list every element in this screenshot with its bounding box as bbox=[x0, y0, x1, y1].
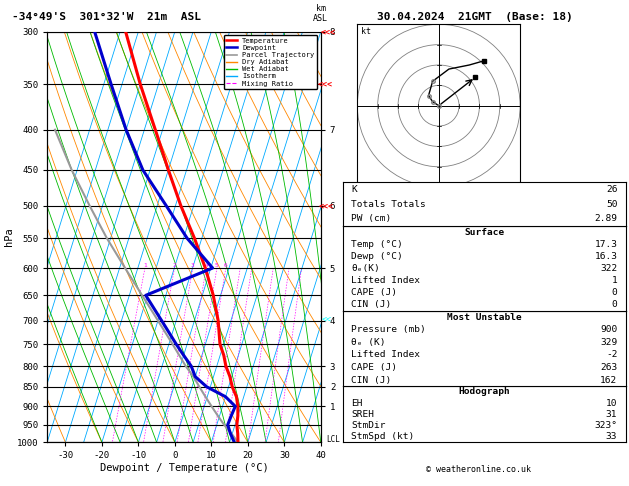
Text: PW (cm): PW (cm) bbox=[351, 214, 391, 223]
Text: Hodograph: Hodograph bbox=[459, 387, 510, 397]
Text: -34°49'S  301°32'W  21m  ASL: -34°49'S 301°32'W 21m ASL bbox=[13, 12, 201, 22]
Text: θₑ (K): θₑ (K) bbox=[351, 338, 386, 347]
Text: Pressure (mb): Pressure (mb) bbox=[351, 325, 426, 334]
Text: © weatheronline.co.uk: © weatheronline.co.uk bbox=[426, 465, 530, 474]
Text: CAPE (J): CAPE (J) bbox=[351, 363, 398, 372]
Text: 322: 322 bbox=[600, 264, 617, 273]
Text: SREH: SREH bbox=[351, 410, 374, 419]
Text: Lifted Index: Lifted Index bbox=[351, 350, 420, 360]
Text: 16.3: 16.3 bbox=[594, 252, 617, 261]
Text: θₑ(K): θₑ(K) bbox=[351, 264, 380, 273]
Text: 5: 5 bbox=[215, 263, 219, 268]
Text: 1: 1 bbox=[611, 276, 617, 285]
Text: CIN (J): CIN (J) bbox=[351, 300, 391, 310]
Text: K: K bbox=[351, 185, 357, 194]
Text: 2.89: 2.89 bbox=[594, 214, 617, 223]
Text: EH: EH bbox=[351, 399, 363, 408]
Text: 1: 1 bbox=[143, 263, 147, 268]
Text: CAPE (J): CAPE (J) bbox=[351, 288, 398, 297]
Text: 323°: 323° bbox=[594, 421, 617, 430]
Text: kt: kt bbox=[362, 28, 371, 36]
Text: CIN (J): CIN (J) bbox=[351, 376, 391, 384]
Text: 329: 329 bbox=[600, 338, 617, 347]
Text: 26: 26 bbox=[606, 185, 617, 194]
Text: 30.04.2024  21GMT  (Base: 18): 30.04.2024 21GMT (Base: 18) bbox=[377, 12, 573, 22]
Text: <<<: <<< bbox=[318, 80, 333, 88]
Text: <<: << bbox=[321, 316, 331, 325]
Text: 33: 33 bbox=[606, 432, 617, 441]
Text: LCL: LCL bbox=[326, 435, 340, 444]
Text: <<<: <<< bbox=[319, 201, 334, 210]
X-axis label: Dewpoint / Temperature (°C): Dewpoint / Temperature (°C) bbox=[99, 463, 269, 473]
Text: <<<: <<< bbox=[321, 27, 336, 36]
Text: Surface: Surface bbox=[464, 227, 504, 237]
Text: 31: 31 bbox=[606, 410, 617, 419]
Text: 900: 900 bbox=[600, 325, 617, 334]
Text: Temp (°C): Temp (°C) bbox=[351, 240, 403, 249]
Text: 263: 263 bbox=[600, 363, 617, 372]
Text: 0: 0 bbox=[611, 288, 617, 297]
Text: 2: 2 bbox=[172, 263, 176, 268]
Text: 3: 3 bbox=[191, 263, 194, 268]
Text: 17.3: 17.3 bbox=[594, 240, 617, 249]
Text: Lifted Index: Lifted Index bbox=[351, 276, 420, 285]
Text: 50: 50 bbox=[606, 200, 617, 208]
Text: km
ASL: km ASL bbox=[313, 4, 328, 23]
Text: 162: 162 bbox=[600, 376, 617, 384]
Text: 4: 4 bbox=[204, 263, 208, 268]
Text: Dewp (°C): Dewp (°C) bbox=[351, 252, 403, 261]
Text: Most Unstable: Most Unstable bbox=[447, 313, 521, 322]
Text: 0: 0 bbox=[611, 300, 617, 310]
Text: StmSpd (kt): StmSpd (kt) bbox=[351, 432, 415, 441]
Text: 6: 6 bbox=[224, 263, 228, 268]
Text: StmDir: StmDir bbox=[351, 421, 386, 430]
Text: -2: -2 bbox=[606, 350, 617, 360]
Text: 10: 10 bbox=[606, 399, 617, 408]
Legend: Temperature, Dewpoint, Parcel Trajectory, Dry Adiabat, Wet Adiabat, Isotherm, Mi: Temperature, Dewpoint, Parcel Trajectory… bbox=[223, 35, 317, 89]
Y-axis label: hPa: hPa bbox=[4, 227, 14, 246]
Text: Totals Totals: Totals Totals bbox=[351, 200, 426, 208]
